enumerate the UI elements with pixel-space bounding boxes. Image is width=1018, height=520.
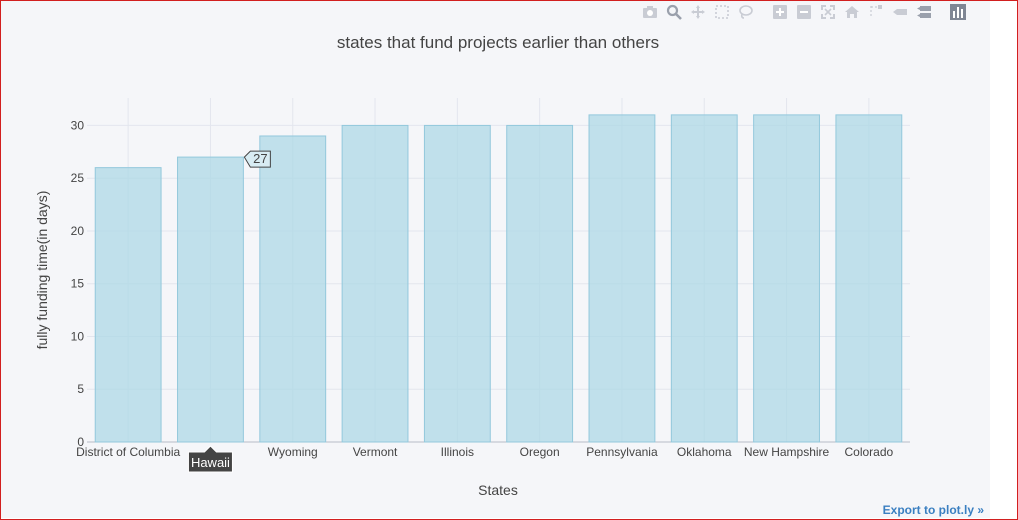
value-tooltip bbox=[243, 150, 271, 168]
bar[interactable] bbox=[177, 156, 244, 443]
y-tick-label: 15 bbox=[71, 277, 85, 291]
x-tick-label: District of Columbia bbox=[76, 445, 180, 459]
y-tick-label: 30 bbox=[71, 118, 85, 132]
camera-button[interactable] bbox=[640, 2, 660, 22]
export-to-plotly-link[interactable]: Export to plot.ly » bbox=[882, 503, 984, 517]
x-tick-label: Colorado bbox=[844, 445, 893, 459]
box-select-icon bbox=[715, 5, 729, 19]
reset-axes-icon bbox=[845, 6, 859, 18]
hover-compare-icon bbox=[917, 6, 931, 18]
zoom-out-icon bbox=[797, 5, 811, 19]
box-select-button[interactable] bbox=[712, 2, 732, 22]
pan-button[interactable] bbox=[688, 2, 708, 22]
category-tooltip bbox=[187, 445, 233, 473]
spike-lines-icon bbox=[870, 5, 882, 18]
lasso-select-icon bbox=[739, 5, 753, 19]
bar[interactable] bbox=[94, 167, 162, 443]
category-tooltip-text: Hawaii bbox=[191, 455, 230, 470]
y-axis-title: fully funding time(in days) bbox=[34, 191, 50, 350]
zoom-button[interactable] bbox=[664, 2, 684, 22]
bar[interactable] bbox=[588, 114, 656, 443]
plotly-logo-button[interactable] bbox=[948, 2, 968, 22]
zoom-in-button[interactable] bbox=[770, 2, 790, 22]
spike-lines-button[interactable] bbox=[866, 2, 886, 22]
hover-closest-button[interactable] bbox=[890, 2, 910, 22]
plot-background bbox=[1, 1, 990, 518]
x-tick-label: New Hampshire bbox=[744, 445, 830, 459]
camera-icon bbox=[643, 6, 657, 18]
plotly-logo-icon bbox=[950, 4, 966, 20]
bar[interactable] bbox=[341, 124, 409, 443]
zoom-in-icon bbox=[773, 5, 787, 19]
x-tick-label: Wyoming bbox=[268, 445, 318, 459]
bar[interactable] bbox=[506, 124, 574, 443]
y-tick-label: 25 bbox=[71, 171, 85, 185]
hover-compare-button[interactable] bbox=[914, 2, 934, 22]
y-tick-label: 10 bbox=[71, 329, 85, 343]
zoom-out-button[interactable] bbox=[794, 2, 814, 22]
reset-axes-button[interactable] bbox=[842, 2, 862, 22]
y-tick-label: 20 bbox=[71, 224, 85, 238]
bar[interactable] bbox=[835, 114, 903, 443]
value-tooltip-text: 27 bbox=[253, 151, 267, 166]
bar[interactable] bbox=[753, 114, 820, 443]
lasso-select-button[interactable] bbox=[736, 2, 756, 22]
x-tick-label: Illinois bbox=[441, 445, 474, 459]
x-tick-label: Oklahoma bbox=[677, 445, 732, 459]
zoom-icon bbox=[666, 4, 682, 20]
x-tick-label: Oregon bbox=[520, 445, 560, 459]
chart-title: states that fund projects earlier than o… bbox=[337, 33, 659, 52]
y-tick-label: 0 bbox=[77, 435, 84, 449]
bar[interactable] bbox=[423, 124, 491, 443]
x-tick-label: Vermont bbox=[353, 445, 398, 459]
y-tick-label: 5 bbox=[77, 382, 84, 396]
bar[interactable] bbox=[670, 114, 738, 443]
bar[interactable] bbox=[259, 135, 327, 443]
x-axis-title: States bbox=[478, 482, 518, 498]
hover-closest-icon bbox=[893, 9, 907, 15]
pan-icon bbox=[691, 5, 705, 19]
x-tick-label: Pennsylvania bbox=[586, 445, 658, 459]
autoscale-icon bbox=[821, 5, 835, 19]
modebar bbox=[640, 2, 968, 22]
autoscale-button[interactable] bbox=[818, 2, 838, 22]
